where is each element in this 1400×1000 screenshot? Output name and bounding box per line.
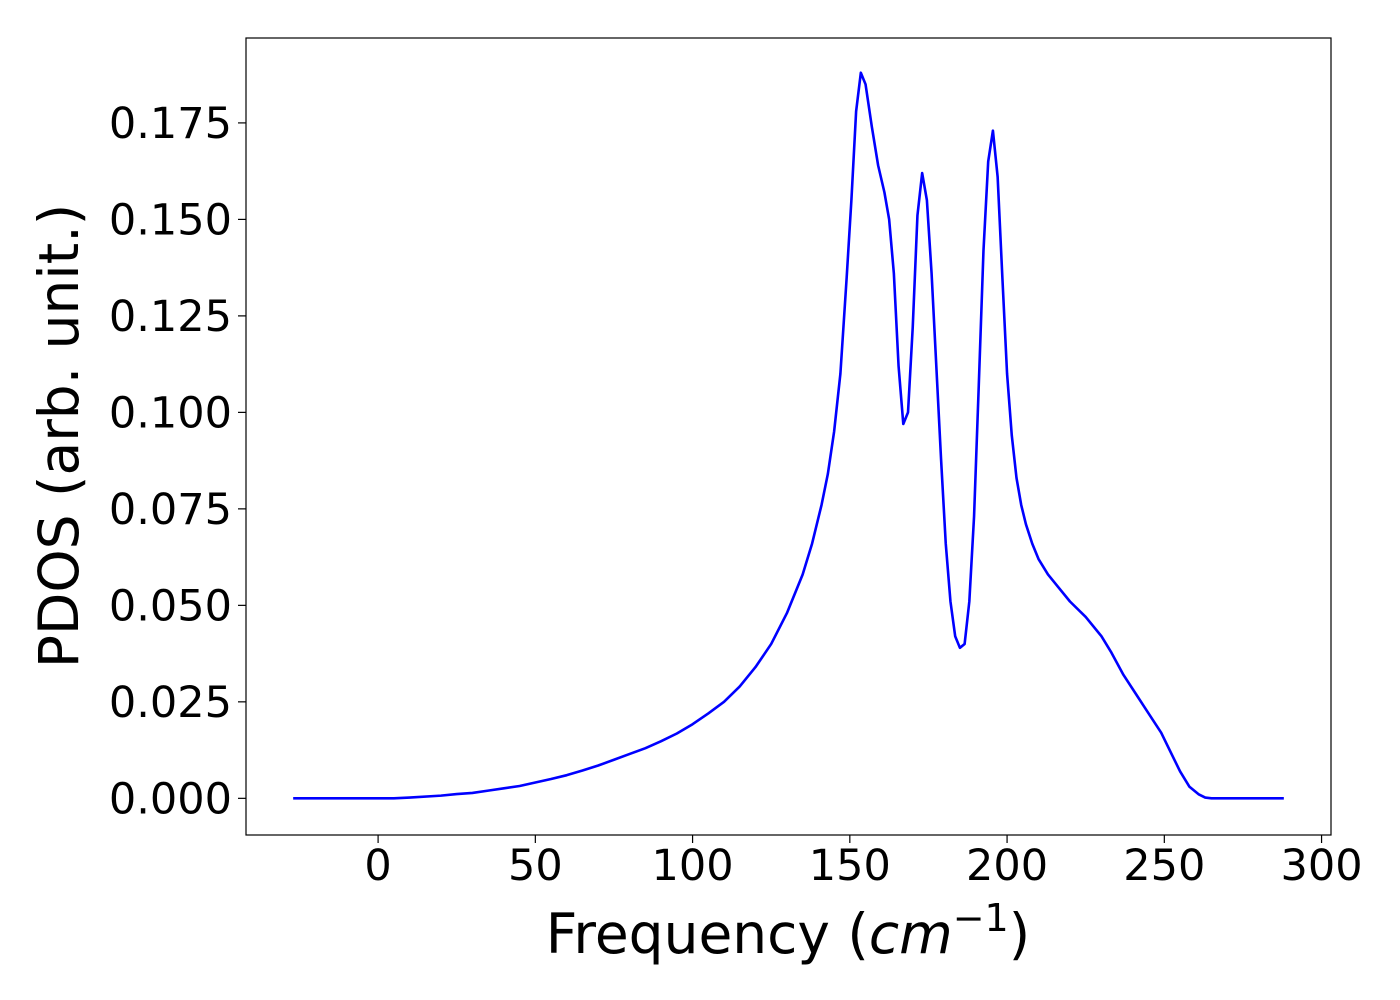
x-axis-ticks: 0 50 100 150 200 250 300 [364, 835, 1363, 891]
x-axis-title: Frequency (cm−1) [546, 896, 1030, 966]
x-tick-label: 0 [364, 841, 391, 891]
y-axis-ticks: 0.000 0.025 0.050 0.075 0.100 0.125 0.150 0.175 [109, 99, 246, 824]
x-tick-label: 50 [508, 841, 563, 891]
x-tick-label: 250 [1123, 841, 1205, 891]
pdos-series-line [293, 71, 1284, 800]
y-tick-label: 0.175 [109, 99, 232, 149]
y-tick-label: 0.075 [109, 485, 232, 535]
plot-frame [245, 37, 1332, 836]
x-tick-label: 150 [809, 841, 891, 891]
y-tick-label: 0.000 [109, 774, 232, 824]
y-tick-label: 0.100 [109, 388, 232, 438]
plot-area [245, 37, 1332, 836]
x-tick-label: 200 [966, 841, 1048, 891]
y-tick-label: 0.125 [109, 292, 232, 342]
y-axis-title: PDOS (arb. unit.) [27, 204, 91, 668]
x-tick-label: 300 [1281, 841, 1363, 891]
y-tick-label: 0.050 [109, 581, 232, 631]
x-tick-label: 100 [652, 841, 734, 891]
y-tick-label: 0.150 [109, 195, 232, 245]
y-tick-label: 0.025 [109, 678, 232, 728]
